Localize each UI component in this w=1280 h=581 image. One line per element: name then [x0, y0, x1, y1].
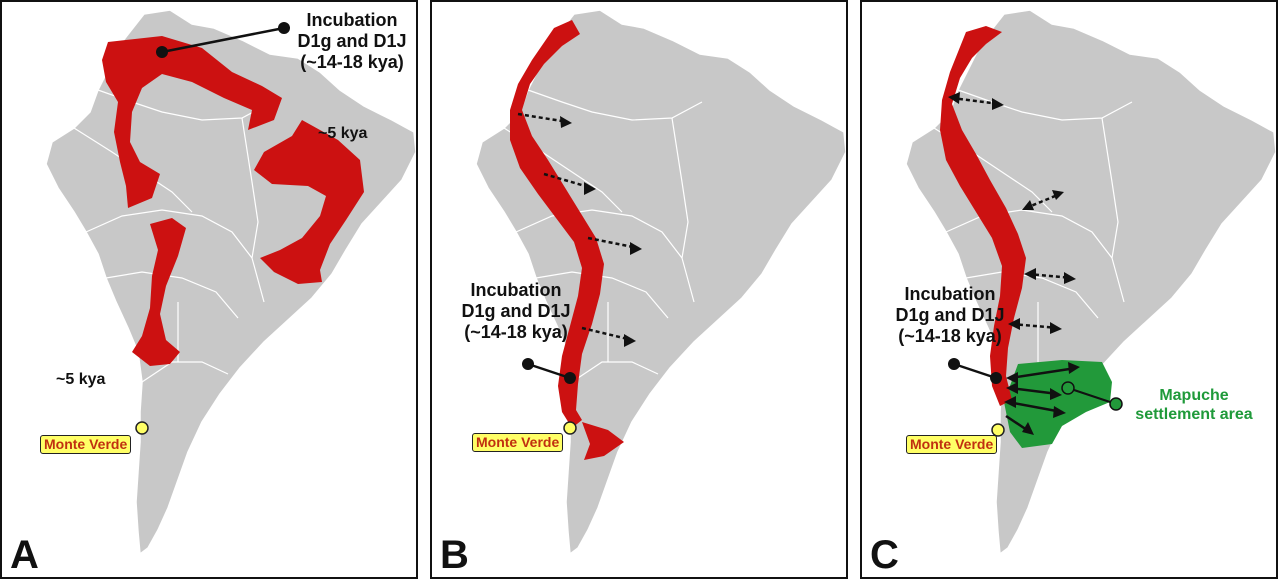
country-borders	[933, 89, 1133, 362]
incubation-line-2: D1g and D1J	[297, 31, 407, 51]
panel-a: Incubation D1g and D1J (~14-18 kya) ~5 k…	[0, 0, 418, 579]
monte-verde-marker	[135, 421, 149, 435]
incubation-line-3: (~14-18 kya)	[300, 52, 404, 72]
continent	[905, 9, 1276, 556]
incubation-label: Incubation D1g and D1J (~14-18 kya)	[440, 280, 592, 343]
incubation-line-2: D1g and D1J	[461, 301, 571, 321]
monte-verde-marker	[563, 421, 577, 435]
map-a	[45, 9, 416, 556]
mapuche-line-2: settlement area	[1135, 406, 1253, 423]
migration-corridor	[510, 20, 624, 460]
continent	[475, 9, 846, 556]
panel-letter: C	[870, 533, 899, 577]
monte-verde-label: Monte Verde	[906, 435, 998, 454]
incubation-line-3: (~14-18 kya)	[464, 322, 568, 342]
map-b	[475, 9, 846, 556]
incubation-line-1: Incubation	[904, 284, 996, 304]
incubation-line-2: D1g and D1J	[895, 305, 1005, 325]
incubation-line-1: Incubation	[470, 280, 562, 300]
exchange-arrowheads	[948, 92, 1080, 435]
map-c	[905, 9, 1276, 556]
dispersal-arrowheads	[560, 116, 642, 347]
panel-letter: A	[10, 533, 39, 577]
monte-verde-label: Monte Verde	[472, 433, 564, 452]
pointer-b	[522, 358, 576, 384]
mapuche-area	[1004, 360, 1112, 448]
monte-verde-marker	[991, 423, 1005, 437]
pointer-a	[156, 22, 290, 58]
incubation-label: Incubation D1g and D1J (~14-18 kya)	[284, 10, 416, 73]
panel-c: Incubation D1g and D1J (~14-18 kya) Mapu…	[860, 0, 1278, 579]
incubation-line-3: (~14-18 kya)	[898, 326, 1002, 346]
migration-regions	[102, 36, 364, 366]
mapuche-label: Mapuche settlement area	[1124, 386, 1264, 424]
monte-verde-label: Monte Verde	[40, 435, 132, 454]
time-label-east: ~5 kya	[318, 125, 368, 142]
incubation-label: Incubation D1g and D1J (~14-18 kya)	[874, 284, 1026, 347]
panel-b: Incubation D1g and D1J (~14-18 kya) Mont…	[430, 0, 848, 579]
time-label-south: ~5 kya	[56, 371, 106, 388]
dispersal-arrows	[517, 112, 639, 342]
migration-corridor	[940, 26, 1026, 406]
panel-letter: B	[440, 533, 469, 577]
mapuche-line-1: Mapuche	[1159, 387, 1229, 404]
pointer-mapuche	[1061, 381, 1123, 411]
incubation-line-1: Incubation	[306, 10, 398, 30]
pointer-incubation	[948, 358, 1002, 384]
country-borders	[503, 89, 703, 383]
